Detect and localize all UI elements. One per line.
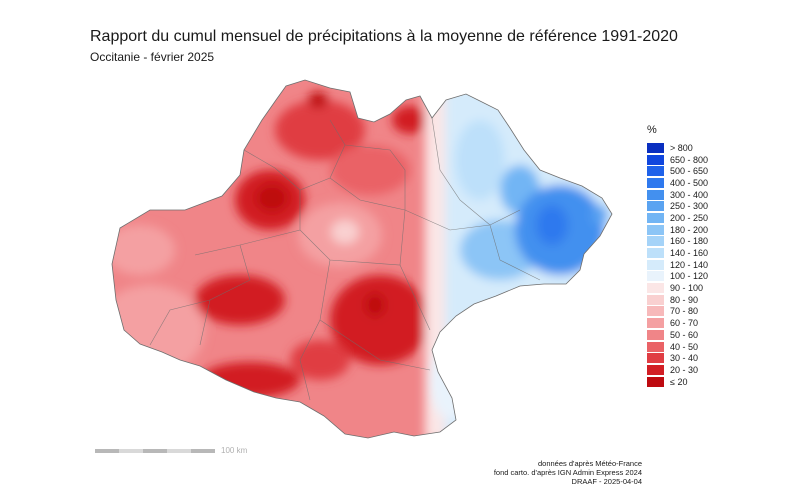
legend-entry: 500 - 650 <box>647 165 708 177</box>
map-title: Rapport du cumul mensuel de précipitatio… <box>90 28 678 45</box>
legend-entry: 50 - 60 <box>647 329 708 341</box>
legend-swatch <box>647 318 664 329</box>
legend-label: ≤ 20 <box>670 376 688 387</box>
legend-label: 80 - 90 <box>670 294 699 305</box>
legend-swatch <box>647 201 664 212</box>
legend-swatch <box>647 189 664 200</box>
legend-entry: ≤ 20 <box>647 376 708 388</box>
legend-entry: 100 - 120 <box>647 271 708 283</box>
legend-entry: > 800 <box>647 142 708 154</box>
legend-swatch <box>647 259 664 270</box>
credit-line-author-date: DRAAF - 2025-04-04 <box>571 477 642 486</box>
legend-label: 180 - 200 <box>670 224 709 235</box>
legend-swatch <box>647 224 664 235</box>
legend-label: 200 - 250 <box>670 212 709 223</box>
legend-entry: 160 - 180 <box>647 236 708 248</box>
credit-line-basemap: fond carto. d'après IGN Admin Express 20… <box>493 468 642 477</box>
scale-bar-segment <box>167 448 191 453</box>
legend-entry: 400 - 500 <box>647 177 708 189</box>
map-subtitle: Occitanie - février 2025 <box>90 50 215 64</box>
legend-swatch <box>647 341 664 352</box>
legend-swatch <box>647 353 664 364</box>
legend-label: > 800 <box>670 142 693 153</box>
legend-entry: 70 - 80 <box>647 306 708 318</box>
legend-label: 40 - 50 <box>670 341 699 352</box>
legend-swatch <box>647 212 664 223</box>
legend-label: 100 - 120 <box>670 271 709 282</box>
scale-bar-segment <box>143 448 167 453</box>
legend-entry: 20 - 30 <box>647 364 708 376</box>
legend-swatch <box>647 236 664 247</box>
legend-entry: 80 - 90 <box>647 294 708 306</box>
legend-swatch <box>647 364 664 375</box>
scale-bar-label: 100 km <box>221 446 248 455</box>
legend-entry: 650 - 800 <box>647 154 708 166</box>
legend-label: 90 - 100 <box>670 283 704 294</box>
credit-line-data-source: données d'après Météo-France <box>538 459 642 468</box>
legend: % > 800 650 - 800 500 - 650 400 - 500 300 - … <box>647 124 708 387</box>
legend-label: 120 - 140 <box>670 259 709 270</box>
legend-entry: 300 - 400 <box>647 189 708 201</box>
legend-swatch <box>647 177 664 188</box>
legend-entry: 200 - 250 <box>647 212 708 224</box>
credits: données d'après Météo-France fond carto.… <box>494 459 642 486</box>
legend-entry: 30 - 40 <box>647 352 708 364</box>
legend-swatch <box>647 154 664 165</box>
legend-swatch <box>647 283 664 294</box>
legend-entry: 60 - 70 <box>647 317 708 329</box>
precipitation-field <box>112 80 612 438</box>
legend-swatch <box>647 376 664 387</box>
legend-label: 160 - 180 <box>670 236 709 247</box>
legend-unit: % <box>647 124 657 136</box>
legend-swatch <box>647 142 664 153</box>
scale-bar: 100 km <box>95 446 247 455</box>
legend-label: 140 - 160 <box>670 248 709 259</box>
department-boundaries <box>149 117 541 401</box>
legend-label: 400 - 500 <box>670 177 709 188</box>
legend-swatch <box>647 248 664 259</box>
legend-entries: > 800 650 - 800 500 - 650 400 - 500 300 - 40… <box>647 142 708 387</box>
legend-swatch <box>647 166 664 177</box>
legend-label: 50 - 60 <box>670 329 699 340</box>
legend-entry: 120 - 140 <box>647 259 708 271</box>
legend-label: 70 - 80 <box>670 306 699 317</box>
legend-swatch <box>647 329 664 340</box>
legend-label: 60 - 70 <box>670 318 699 329</box>
region-outline <box>111 79 613 439</box>
legend-entry: 250 - 300 <box>647 200 708 212</box>
legend-swatch <box>647 294 664 305</box>
scale-bar-segment <box>191 448 215 453</box>
scale-bar-segment <box>119 448 143 453</box>
legend-entry: 40 - 50 <box>647 341 708 353</box>
legend-label: 20 - 30 <box>670 364 699 375</box>
legend-swatch <box>647 271 664 282</box>
legend-label: 300 - 400 <box>670 189 709 200</box>
legend-entry: 90 - 100 <box>647 282 708 294</box>
legend-label: 30 - 40 <box>670 353 699 364</box>
legend-entry: 140 - 160 <box>647 247 708 259</box>
legend-label: 650 - 800 <box>670 154 709 165</box>
scale-bar-segment <box>95 448 119 453</box>
legend-label: 250 - 300 <box>670 201 709 212</box>
scale-bar-segments <box>95 448 215 453</box>
legend-entry: 180 - 200 <box>647 224 708 236</box>
legend-label: 500 - 650 <box>670 166 709 177</box>
legend-swatch <box>647 306 664 317</box>
